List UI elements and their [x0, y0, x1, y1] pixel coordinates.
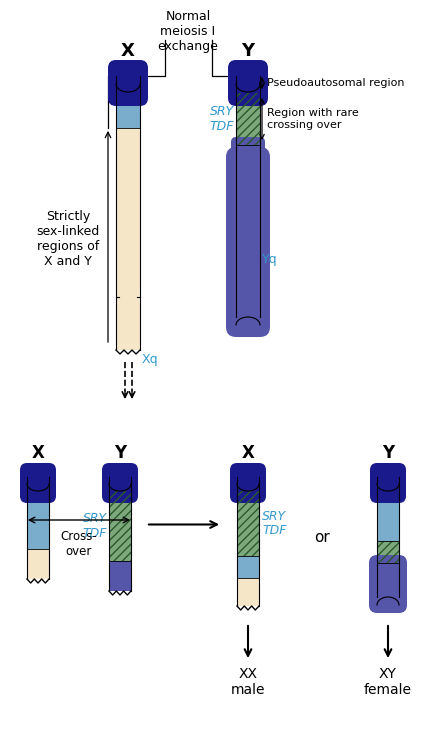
FancyBboxPatch shape [228, 60, 268, 106]
FancyBboxPatch shape [116, 283, 139, 311]
Text: Region with rare
crossing over: Region with rare crossing over [267, 108, 359, 130]
Text: Y: Y [114, 444, 126, 462]
FancyBboxPatch shape [102, 463, 138, 503]
Bar [27, 549, 49, 579]
Bar [377, 491, 399, 541]
Bar [236, 93, 260, 145]
FancyBboxPatch shape [226, 147, 270, 337]
Text: Pseudoautosomal region: Pseudoautosomal region [267, 79, 405, 89]
Bar [116, 302, 140, 350]
Text: X: X [121, 42, 135, 60]
Text: SRY
TDF: SRY TDF [83, 512, 107, 540]
Text: XX
male: XX male [231, 667, 265, 697]
Bar [237, 491, 259, 556]
FancyBboxPatch shape [20, 463, 56, 503]
Bar [377, 541, 399, 563]
Bar [116, 128, 140, 288]
Bar [116, 93, 140, 133]
Bar [27, 491, 49, 549]
Text: X: X [241, 444, 254, 462]
Bar [109, 491, 131, 561]
FancyBboxPatch shape [369, 555, 407, 613]
Bar [236, 93, 260, 145]
Bar [377, 541, 399, 563]
Bar [109, 561, 131, 591]
Text: Normal
meiosis I
exchange: Normal meiosis I exchange [157, 10, 219, 53]
Text: Yq: Yq [262, 252, 278, 266]
Text: Cross-
over: Cross- over [61, 530, 97, 558]
FancyBboxPatch shape [108, 60, 148, 106]
Bar [237, 556, 259, 578]
Text: SRY
TDF: SRY TDF [210, 105, 234, 133]
Bar [237, 491, 259, 556]
Text: Xq: Xq [142, 353, 159, 366]
Text: XY
female: XY female [364, 667, 412, 697]
Text: Y: Y [241, 42, 254, 60]
Text: Y: Y [382, 444, 394, 462]
Text: or: or [314, 530, 330, 545]
FancyBboxPatch shape [230, 463, 266, 503]
Bar [237, 578, 259, 606]
Text: Strictly
sex-linked
regions of
X and Y: Strictly sex-linked regions of X and Y [37, 210, 100, 268]
Text: X: X [32, 444, 44, 462]
Text: SRY
TDF: SRY TDF [262, 509, 287, 538]
FancyBboxPatch shape [370, 463, 406, 503]
FancyBboxPatch shape [231, 137, 265, 167]
Bar [109, 491, 131, 561]
